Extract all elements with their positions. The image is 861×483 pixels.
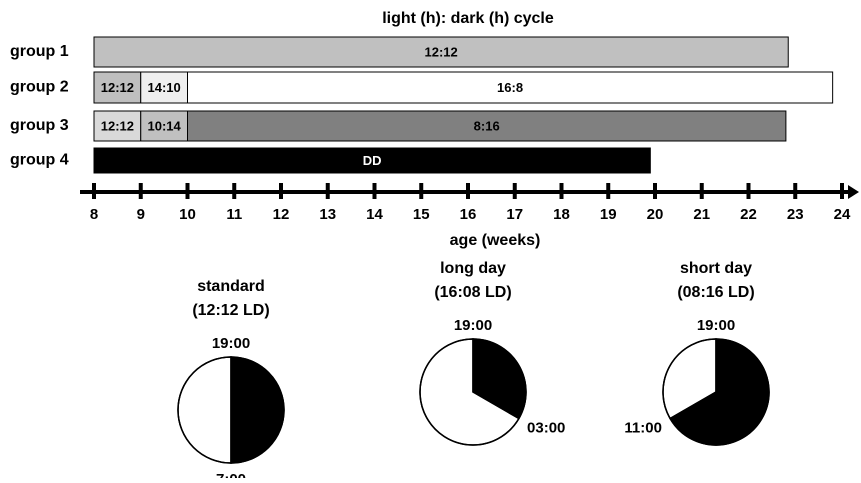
end-time-label: 11:00	[624, 419, 662, 436]
tick-label: 17	[506, 206, 523, 223]
segment-label: 12:12	[101, 80, 134, 95]
bar-segment	[140, 110, 188, 142]
pie-subtitle: (16:08 LD)	[434, 284, 511, 301]
x-axis-label: age (weeks)	[450, 232, 541, 249]
tick-label: 20	[647, 206, 664, 223]
start-time-label: 19:00	[212, 335, 250, 352]
segment-label: DD	[363, 153, 382, 168]
segment-label: 10:14	[148, 118, 182, 133]
end-time-label: 03:00	[527, 419, 565, 436]
tick-label: 22	[740, 206, 757, 223]
bar-segment	[93, 147, 651, 174]
tick-label: 24	[834, 206, 851, 223]
start-time-label: 19:00	[454, 317, 492, 334]
tick-label: 10	[179, 206, 196, 223]
bar-segment	[93, 36, 789, 68]
tick-label: 21	[693, 206, 710, 223]
pie-outline	[177, 356, 285, 464]
start-time-label: 19:00	[697, 317, 735, 334]
tick-label: 14	[366, 206, 383, 223]
pie-subtitle: (08:16 LD)	[677, 284, 754, 301]
dark-wedge	[230, 356, 285, 464]
group-label: group 3	[10, 117, 69, 134]
group-label: group 1	[10, 43, 69, 60]
tick-label: 9	[137, 206, 145, 223]
tick-label: 16	[460, 206, 477, 223]
group-label: group 4	[10, 152, 69, 169]
light-wedge	[177, 356, 232, 464]
tick-label: 15	[413, 206, 430, 223]
axis-arrow	[848, 185, 859, 199]
tick-label: 19	[600, 206, 617, 223]
bar-segment	[93, 71, 142, 104]
segment-label: 16:8	[497, 80, 523, 95]
tick-label: 11	[226, 206, 242, 223]
group-label: group 2	[10, 79, 69, 96]
tick-label: 8	[90, 206, 98, 223]
tick-label: 23	[787, 206, 804, 223]
tick-label: 18	[553, 206, 570, 223]
pie-title: standard	[197, 278, 265, 295]
pie-outline	[662, 338, 770, 446]
bar-segment	[187, 71, 834, 104]
end-time-label: 7:00	[216, 471, 246, 478]
pie-title: long day	[440, 260, 506, 277]
segment-label: 12:12	[424, 44, 457, 59]
bar-segment	[187, 110, 787, 142]
segment-label: 8:16	[474, 118, 500, 133]
pie-outline	[419, 338, 527, 446]
tick-label: 13	[319, 206, 336, 223]
pie-title: short day	[680, 260, 752, 277]
pie-subtitle: (12:12 LD)	[192, 302, 269, 319]
segment-label: 12:12	[101, 118, 134, 133]
segment-label: 14:10	[148, 80, 181, 95]
title: light (h): dark (h) cycle	[382, 10, 554, 27]
tick-label: 12	[273, 206, 290, 223]
